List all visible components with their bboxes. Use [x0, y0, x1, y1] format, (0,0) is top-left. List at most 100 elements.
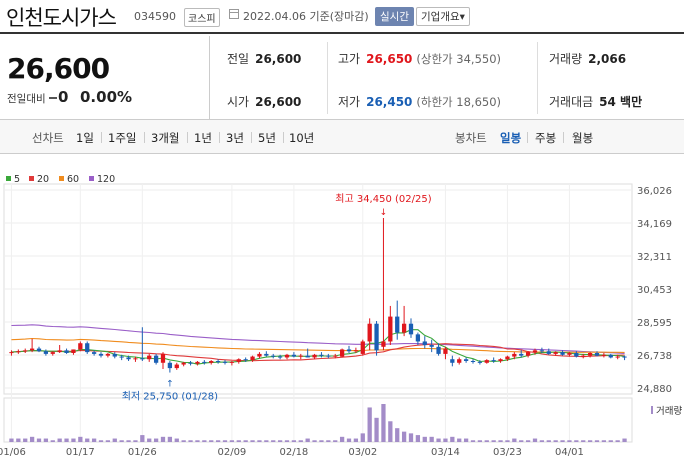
period-10y[interactable]: 10년	[289, 131, 315, 145]
ma-legend-label: 120	[97, 174, 115, 185]
volume-bar	[339, 436, 345, 442]
x-tick-label: 02/18	[279, 447, 308, 458]
company-overview-dropdown[interactable]: 기업개요▾	[416, 7, 470, 26]
candle-body	[181, 362, 186, 365]
candle-body	[360, 341, 365, 354]
high-value: 26,650	[366, 52, 413, 66]
divider	[327, 42, 328, 114]
min-price-annotation: 최저 25,750 (01/28)	[122, 391, 218, 403]
period-1y[interactable]: 1년	[194, 131, 212, 145]
volume-bar	[215, 440, 221, 442]
candle-body	[587, 353, 593, 356]
volume-bar	[381, 404, 386, 442]
candle-body	[153, 355, 159, 363]
candle-body	[147, 355, 152, 360]
realtime-button[interactable]: 실시간	[375, 7, 414, 26]
volume-bar	[57, 438, 62, 442]
volume-bar	[353, 438, 359, 442]
candle-body	[264, 353, 269, 356]
y-tick-label: 24,880	[637, 384, 672, 395]
candle-daily[interactable]: 일봉	[500, 131, 522, 145]
candle-body	[29, 348, 35, 351]
candle-body	[50, 352, 55, 354]
candle-body	[326, 355, 331, 357]
volume-bar	[284, 440, 290, 442]
candle-body	[36, 348, 42, 352]
volume-bar	[388, 421, 393, 442]
volume-bar	[229, 440, 235, 442]
open-stat: 시가 26,600	[227, 95, 302, 109]
volume-bar	[346, 438, 352, 442]
candle-body	[381, 341, 386, 347]
volume-bar	[98, 440, 104, 442]
volume-plot-frame	[3, 397, 633, 443]
period-3m[interactable]: 3개월	[151, 131, 180, 145]
volume-bar	[78, 436, 83, 442]
trade-value-stat: 거래대금 54 백만	[549, 95, 643, 109]
volume-bar	[250, 440, 255, 442]
stock-code: 034590	[134, 10, 176, 23]
volume-bar	[181, 440, 186, 442]
min-arrow-icon: ↑	[166, 380, 174, 390]
candle-body	[333, 355, 338, 357]
candle-body	[484, 360, 489, 363]
candle-body	[236, 359, 241, 362]
candle-body	[319, 354, 324, 356]
volume-bar	[222, 440, 228, 442]
period-3y[interactable]: 3년	[226, 131, 244, 145]
candle-body	[257, 353, 262, 357]
candle-body	[98, 353, 104, 356]
candle-body	[64, 350, 69, 354]
candle-body	[215, 360, 221, 362]
volume-bar	[553, 440, 558, 442]
candle-body	[57, 350, 62, 353]
upper-limit: (상한가 34,550)	[416, 52, 502, 66]
trade-value: 54 백만	[599, 95, 643, 109]
volume-bar	[539, 440, 545, 442]
candle-body	[243, 359, 248, 361]
open-value: 26,600	[255, 95, 302, 109]
volume-bar	[174, 438, 179, 442]
volume-bar	[271, 440, 276, 442]
volume-bar	[525, 440, 531, 442]
period-1d[interactable]: 1일	[76, 131, 94, 145]
candlestick-chart[interactable]: 36,026 34,169 32,311 30,453 28,595 26,738 24,8…	[0, 154, 684, 461]
ma-legend-swatch	[89, 176, 94, 181]
y-tick-label: 30,453	[637, 285, 672, 296]
volume-bar	[505, 440, 510, 442]
candle-body	[271, 355, 276, 357]
volume-bar	[105, 440, 111, 442]
candle-body	[546, 351, 551, 354]
candle-body	[567, 353, 572, 355]
base-date: 2022.04.06 기준(장마감)	[243, 10, 369, 23]
calendar-icon	[229, 9, 239, 19]
volume-bar	[581, 440, 586, 442]
candle-body	[491, 360, 496, 362]
candle-body	[498, 359, 503, 361]
candle-chart-label: 봉차트	[455, 131, 487, 145]
period-1w[interactable]: 1주일	[108, 131, 137, 145]
volume-bar	[147, 438, 152, 442]
period-5y[interactable]: 5년	[258, 131, 276, 145]
candle-body	[601, 354, 607, 356]
candle-body	[519, 353, 524, 356]
volume-bar	[415, 435, 421, 442]
volume-bar	[16, 438, 21, 442]
volume-stat: 거래량 2,066	[549, 52, 627, 66]
candle-body	[374, 323, 379, 351]
ma-legend-swatch	[6, 176, 11, 181]
low-value: 26,450	[366, 95, 413, 109]
candle-body	[277, 356, 283, 358]
candle-weekly[interactable]: 주봉	[535, 131, 557, 145]
candle-body	[594, 353, 600, 356]
candle-body	[229, 361, 235, 363]
volume-bar	[498, 440, 503, 442]
candle-body	[560, 352, 565, 355]
change-percent: 0.00%	[80, 88, 133, 106]
volume-bar	[532, 438, 538, 442]
volume-bar	[333, 440, 338, 442]
candle-body	[512, 353, 517, 357]
candle-body	[250, 356, 255, 361]
candle-monthly[interactable]: 월봉	[572, 131, 594, 145]
